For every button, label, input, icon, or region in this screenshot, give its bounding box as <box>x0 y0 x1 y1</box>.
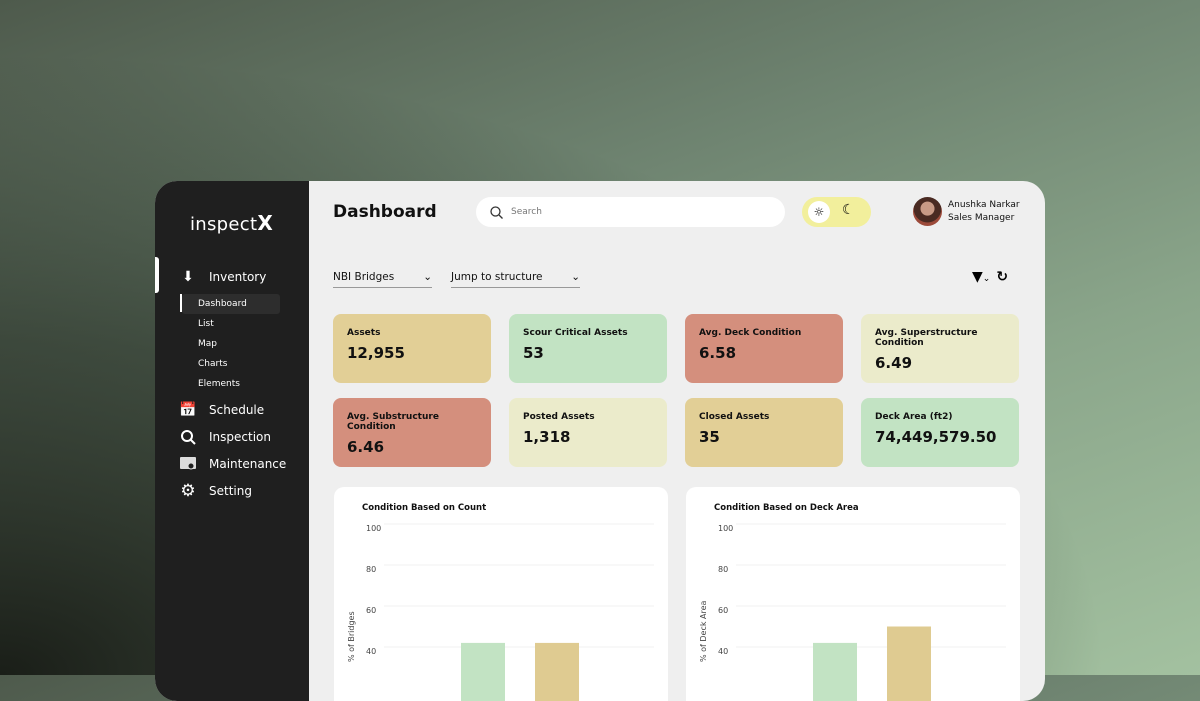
y-tick-label: 40 <box>366 647 376 656</box>
stat-value: 6.58 <box>699 344 829 362</box>
y-axis-label: % of Deck Area <box>699 600 708 662</box>
chevron-down-icon: ⌄ <box>571 271 580 283</box>
stat-card[interactable]: Assets 12,955 <box>333 314 491 383</box>
sidebar-item-label: Maintenance <box>209 457 286 471</box>
user-name: Anushka Narkar <box>948 199 1020 212</box>
stat-label: Posted Assets <box>523 412 653 422</box>
sun-icon[interactable]: ☼ <box>808 201 830 223</box>
filter-icon[interactable]: ▼⌄ <box>972 269 990 285</box>
y-tick-label: 100 <box>366 524 381 533</box>
stat-card[interactable]: Avg. Superstructure Condition 6.49 <box>861 314 1019 383</box>
search-placeholder: Search <box>511 207 542 217</box>
stat-card[interactable]: Deck Area (ft2) 74,449,579.50 <box>861 398 1019 467</box>
avatar <box>913 197 942 226</box>
sidebar-sub-charts[interactable]: Charts <box>155 354 309 374</box>
sort-az-icon: ⬇ <box>180 269 196 285</box>
stat-value: 1,318 <box>523 428 653 446</box>
bar[interactable] <box>887 627 931 701</box>
y-tick-label: 60 <box>366 606 376 615</box>
y-tick-label: 40 <box>718 647 728 656</box>
theme-toggle[interactable]: ☼☾ <box>802 197 871 227</box>
refresh-icon[interactable]: ↻ <box>996 269 1008 285</box>
moon-icon[interactable]: ☾ <box>842 202 855 218</box>
stat-value: 53 <box>523 344 653 362</box>
stat-card[interactable]: Avg. Substructure Condition 6.46 <box>333 398 491 467</box>
stat-label: Assets <box>347 328 477 338</box>
calendar-icon: 📅 <box>180 402 196 418</box>
stat-card[interactable]: Posted Assets 1,318 <box>509 398 667 467</box>
page-title: Dashboard <box>333 202 437 222</box>
stat-value: 74,449,579.50 <box>875 428 1005 446</box>
y-tick-label: 100 <box>718 524 733 533</box>
sidebar-item-inspection[interactable]: Inspection <box>155 423 309 450</box>
sidebar-sub-list[interactable]: List <box>155 314 309 334</box>
sidebar-sub-elements[interactable]: Elements <box>155 374 309 394</box>
maintenance-icon <box>180 456 196 472</box>
sidebar-item-maintenance[interactable]: Maintenance <box>155 450 309 477</box>
stat-label: Avg. Deck Condition <box>699 328 829 338</box>
jump-to-structure-dropdown[interactable]: Jump to structure ⌄ <box>451 267 580 288</box>
stat-card[interactable]: Scour Critical Assets 53 <box>509 314 667 383</box>
y-axis-label: % of Bridges <box>347 611 356 662</box>
stat-value: 12,955 <box>347 344 477 362</box>
stat-value: 35 <box>699 428 829 446</box>
sidebar-item-inventory[interactable]: ⬇ Inventory <box>155 263 309 290</box>
app-window: inspectX ⬇ Inventory Dashboard List Map C… <box>155 181 1045 701</box>
stat-label: Scour Critical Assets <box>523 328 653 338</box>
sidebar-sub-map[interactable]: Map <box>155 334 309 354</box>
stat-card[interactable]: Avg. Deck Condition 6.58 <box>685 314 843 383</box>
sidebar-item-label: Inventory <box>209 270 266 284</box>
sidebar-item-label: Setting <box>209 484 252 498</box>
y-tick-label: 80 <box>366 565 376 574</box>
dataset-value: NBI Bridges <box>333 271 394 283</box>
user-role: Sales Manager <box>948 212 1020 225</box>
gear-icon: ⚙ <box>180 483 196 499</box>
stat-value: 6.46 <box>347 438 477 456</box>
dataset-dropdown[interactable]: NBI Bridges ⌄ <box>333 267 432 288</box>
y-tick-label: 80 <box>718 565 728 574</box>
y-tick-label: 60 <box>718 606 728 615</box>
search-icon <box>490 206 503 219</box>
sidebar: inspectX ⬇ Inventory Dashboard List Map C… <box>155 181 309 701</box>
stat-label: Closed Assets <box>699 412 829 422</box>
sidebar-item-label: Schedule <box>209 403 264 417</box>
search-icon <box>180 429 196 445</box>
bar[interactable] <box>813 643 857 701</box>
stat-label: Deck Area (ft2) <box>875 412 1005 422</box>
stat-label: Avg. Substructure Condition <box>347 412 477 432</box>
logo: inspectX <box>190 211 273 235</box>
chevron-down-icon: ⌄ <box>423 271 432 283</box>
bar[interactable] <box>535 643 579 701</box>
bar[interactable] <box>461 643 505 701</box>
sidebar-item-schedule[interactable]: 📅 Schedule <box>155 396 309 423</box>
jump-value: Jump to structure <box>451 271 543 283</box>
sidebar-sub-dashboard[interactable]: Dashboard <box>182 294 280 314</box>
stat-card[interactable]: Closed Assets 35 <box>685 398 843 467</box>
sidebar-item-label: Inspection <box>209 430 271 444</box>
stat-value: 6.49 <box>875 354 1005 372</box>
stat-label: Avg. Superstructure Condition <box>875 328 1005 348</box>
sidebar-item-setting[interactable]: ⚙ Setting <box>155 477 309 504</box>
search-input[interactable]: Search <box>476 197 785 227</box>
